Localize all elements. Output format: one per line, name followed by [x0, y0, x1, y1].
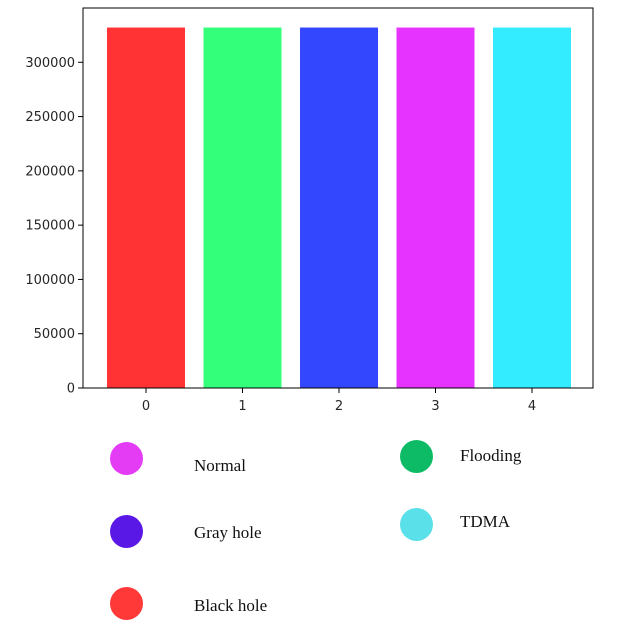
x-axis-ticks: 0 1 2 3 4 [142, 388, 536, 414]
legend-marker-tdma [400, 508, 433, 541]
y-tick-label: 300000 [25, 56, 75, 71]
y-tick-label: 0 [67, 382, 75, 397]
legend-marker-normal [110, 442, 143, 475]
legend-marker-gray-hole [110, 515, 143, 548]
x-tick-label: 2 [335, 399, 343, 414]
x-tick-label: 1 [238, 399, 246, 414]
bar-4 [493, 27, 571, 389]
legend-label-tdma: TDMA [460, 512, 511, 531]
bar-chart: 0 50000 100000 150000 200000 250000 300000 0 1 2… [25, 7, 594, 414]
legend-label-gray-hole: Gray hole [194, 523, 262, 542]
y-tick-label: 150000 [25, 219, 75, 234]
x-tick-label: 3 [431, 399, 439, 414]
x-tick-label: 4 [528, 399, 536, 414]
bar-2 [300, 27, 378, 389]
legend-label-flooding: Flooding [460, 446, 522, 465]
bar-0 [107, 27, 185, 389]
bar-1 [203, 27, 282, 389]
bar-3 [396, 27, 475, 389]
y-tick-label: 50000 [34, 327, 75, 342]
legend-label-normal: Normal [194, 456, 246, 475]
y-axis-ticks: 0 50000 100000 150000 200000 250000 300000 [25, 56, 83, 397]
plot-frame [82, 7, 594, 389]
legend-label-black-hole: Black hole [194, 596, 268, 615]
y-tick-label: 100000 [25, 273, 75, 288]
legend-marker-black-hole [110, 587, 143, 620]
y-tick-label: 200000 [25, 164, 75, 179]
x-tick-label: 0 [142, 399, 150, 414]
legend-marker-flooding [400, 440, 433, 473]
y-tick-label: 250000 [25, 110, 75, 125]
bars [107, 27, 571, 389]
